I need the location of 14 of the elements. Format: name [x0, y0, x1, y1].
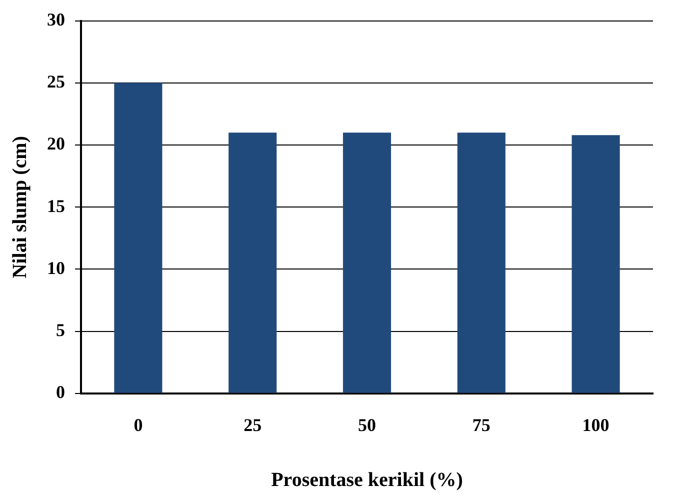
x-tick-label: 75: [472, 414, 490, 435]
x-tick-label: 100: [582, 414, 610, 435]
y-tick-label: 20: [47, 134, 65, 154]
y-tick-label: 10: [47, 258, 65, 278]
y-axis-title: Nilai slump (cm): [9, 136, 32, 278]
x-tick-label: 50: [358, 414, 376, 435]
y-tick-label: 25: [47, 72, 65, 92]
y-tick-label: 5: [56, 320, 65, 340]
x-axis-title: Prosentase kerikil (%): [271, 469, 463, 492]
x-tick-label: 25: [244, 414, 262, 435]
y-tick-label: 15: [47, 196, 65, 216]
x-tick-label: 0: [134, 414, 143, 435]
y-tick-label: 30: [47, 9, 65, 30]
y-tick-label: 0: [56, 382, 65, 402]
